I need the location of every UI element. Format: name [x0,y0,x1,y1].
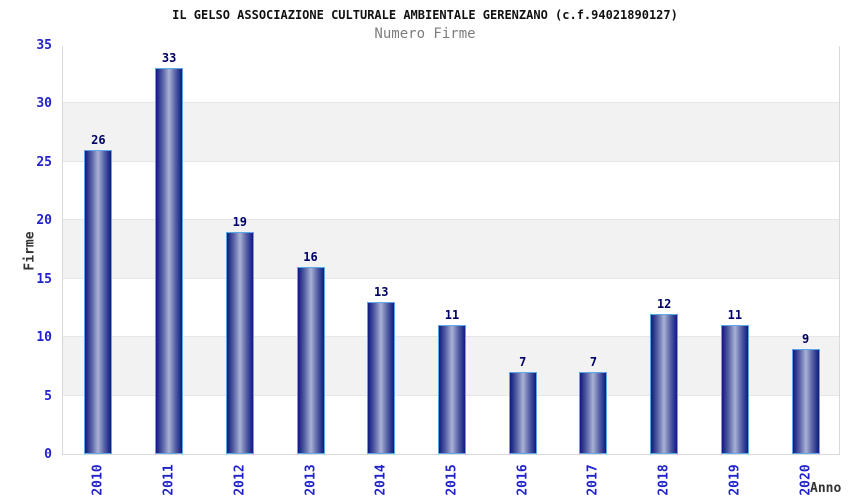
x-tick-label: 2012 [232,464,248,496]
gridline [63,160,839,162]
bar-value-label: 11 [727,308,743,323]
x-tick-label: 2013 [303,464,319,496]
bar-value-label: 13 [374,285,389,300]
plot-area: 26 33 19 16 13 11 7 7 12 11 9 [62,45,840,455]
x-tick-label: 2010 [90,464,106,496]
gridline [63,102,839,104]
bar-2020 [791,348,820,454]
y-tick-label: 0 [44,447,52,462]
bar-2015 [438,325,466,454]
plot-band [63,45,839,104]
y-tick-label: 10 [36,330,52,346]
bar-2013 [296,267,325,454]
bar-2012 [225,231,254,454]
x-tick-label: 2016 [515,464,531,496]
bar-value-label: 19 [232,214,248,229]
x-tick-label: 2011 [161,464,177,496]
bar-value-label: 9 [802,331,810,346]
chart-title: IL GELSO ASSOCIAZIONE CULTURALE AMBIENTA… [172,8,678,22]
chart-subtitle: Numero Firme [374,26,476,42]
bar-2017 [579,372,608,454]
y-tick-label: 5 [44,388,52,404]
bar-value-label: 33 [161,51,177,66]
y-axis-label: Firme [22,231,38,271]
bar-2016 [508,372,537,454]
bar-value-label: 12 [656,296,672,311]
gridline [63,219,839,221]
x-tick-label: 2015 [444,464,460,496]
x-tick-label: 2014 [373,464,389,496]
plot-band [63,103,839,162]
x-tick-label: 2019 [727,464,743,496]
bar-2018 [650,313,679,454]
y-tick-label: 25 [36,154,52,170]
y-tick-label: 35 [36,38,52,53]
bar-2010 [84,150,113,454]
y-tick-label: 30 [36,96,52,112]
x-tick-label: 2020 [798,464,814,496]
bar-value-label: 26 [91,133,106,148]
y-tick-label: 20 [36,213,52,229]
x-tick-label: 2018 [656,464,672,496]
bar-value-label: 16 [303,250,318,265]
bar-2019 [720,325,749,454]
y-tick-label: 15 [36,271,52,287]
bar-value-label: 7 [589,355,598,370]
bar-value-label: 11 [444,308,460,323]
plot-band [63,161,839,221]
bar-2011 [155,68,184,454]
bar-value-label: 7 [519,355,527,370]
gridline [63,277,839,279]
x-tick-label: 2017 [585,464,601,496]
plot-band [63,220,839,279]
bar-2014 [367,302,396,454]
x-axis-label: Anno [810,481,842,496]
